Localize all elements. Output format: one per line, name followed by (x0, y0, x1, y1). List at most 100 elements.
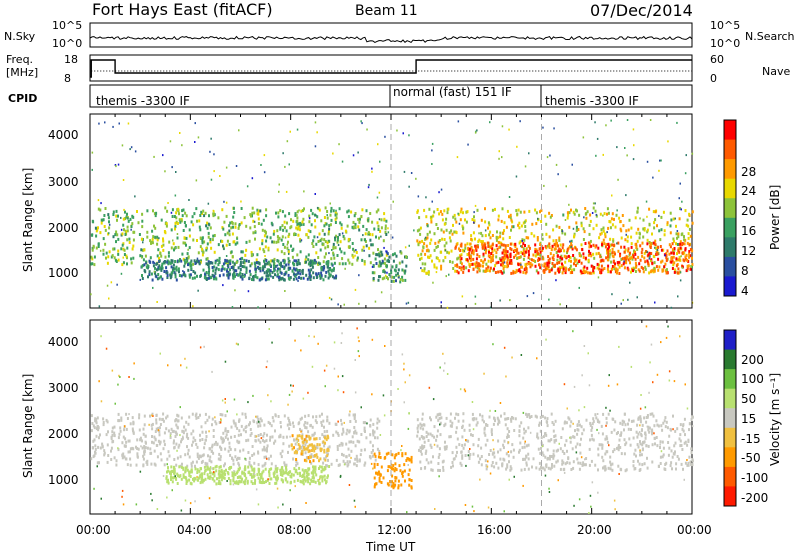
velocity-cell (684, 440, 687, 444)
velocity-cell (318, 481, 321, 485)
power-cell (663, 265, 666, 269)
velocity-speckle (638, 431, 641, 434)
power-cell (649, 242, 652, 246)
power-cell (218, 256, 221, 260)
power-cell (543, 270, 546, 274)
power-cell (688, 243, 691, 247)
power-cell (665, 268, 668, 272)
power-cell (501, 263, 504, 267)
power-cell (640, 251, 643, 255)
velocity-cell (200, 479, 203, 483)
power-cell (227, 276, 230, 280)
velocity-cell (484, 459, 487, 463)
velocity-cell (641, 463, 644, 467)
velocity-cell (636, 443, 639, 447)
velocity-cell (510, 450, 513, 454)
power-cell (478, 269, 481, 273)
velocity-cell (221, 440, 224, 444)
velocity-cell (338, 463, 341, 467)
power-cell (164, 206, 167, 210)
velocity-cell (128, 439, 131, 443)
velocity-cell (421, 444, 424, 448)
velocity-cell (493, 416, 495, 420)
power-cell (572, 254, 575, 257)
velocity-cell (273, 471, 276, 475)
power-cell (221, 239, 224, 243)
velocity-cell (407, 473, 410, 477)
velocity-cell (509, 465, 512, 469)
power-cell (203, 214, 206, 218)
power-cell (201, 247, 204, 251)
velocity-speckle (569, 436, 571, 439)
power-speckle (118, 122, 120, 125)
velocity-cell (162, 412, 165, 416)
power-speckle (498, 157, 500, 160)
velocity-cell (679, 444, 682, 448)
power-cell (484, 251, 487, 255)
power-cell (635, 265, 637, 269)
velocity-cell (563, 467, 566, 471)
velocity-cell (375, 482, 378, 486)
power-cell (310, 223, 313, 227)
power-cell (222, 227, 225, 231)
velocity-cell (463, 428, 466, 432)
power-speckle (446, 306, 449, 309)
power-cell (600, 228, 603, 232)
velocity-cell (597, 447, 600, 451)
power-cell (546, 263, 549, 267)
power-cell (534, 264, 537, 268)
velocity-cell (582, 461, 585, 465)
power-cell (298, 262, 301, 266)
power-cell (502, 231, 505, 235)
power-speckle (378, 218, 381, 221)
power-cell (160, 218, 163, 222)
power-cell (425, 215, 428, 219)
velocity-cell (523, 445, 526, 449)
power-cell (556, 261, 559, 265)
velocity-cell (260, 476, 262, 479)
power-cell (489, 230, 492, 234)
power-cell (475, 248, 478, 252)
velocity-speckle (194, 500, 196, 503)
velocity-cell (308, 449, 311, 453)
xtick-6: 00:00 (677, 523, 712, 537)
velocity-cell (635, 454, 637, 458)
velocity-cell (141, 439, 143, 443)
velocity-cell (142, 454, 145, 458)
velocity-cell (527, 467, 530, 471)
velocity-cell (307, 414, 310, 418)
power-cell (560, 265, 563, 269)
power-cell (207, 272, 210, 275)
velocity-cell (143, 445, 146, 448)
velocity-cell (217, 472, 220, 476)
power-cell (252, 219, 255, 223)
velocity-cell (257, 470, 260, 474)
power-speckle (90, 293, 92, 296)
velocity-cell (483, 431, 486, 435)
velocity-speckle (358, 355, 360, 358)
velocity-speckle (401, 445, 403, 447)
power-cell (476, 208, 479, 212)
power-cell (217, 263, 220, 267)
velocity-cell (293, 467, 296, 471)
power-cell (461, 224, 464, 228)
power-cell (401, 275, 404, 279)
power-cell (296, 223, 299, 227)
power-cell (233, 262, 236, 266)
power-speckle (667, 140, 669, 143)
velocity-speckle (649, 361, 651, 364)
velocity-cell (485, 464, 488, 468)
power-cell (457, 271, 460, 275)
velocity-speckle (156, 508, 159, 510)
velocity-cell (288, 444, 291, 448)
power-cell (97, 226, 99, 230)
power-cell (167, 262, 170, 266)
velocity-cell (166, 457, 169, 461)
power-cell (476, 264, 479, 268)
velocity-cell (310, 461, 313, 465)
velocity-cell (450, 424, 453, 428)
velocity-cell (142, 464, 145, 468)
velocity-speckle (553, 454, 556, 457)
power-cell (448, 251, 450, 255)
power-speckle (499, 299, 501, 302)
